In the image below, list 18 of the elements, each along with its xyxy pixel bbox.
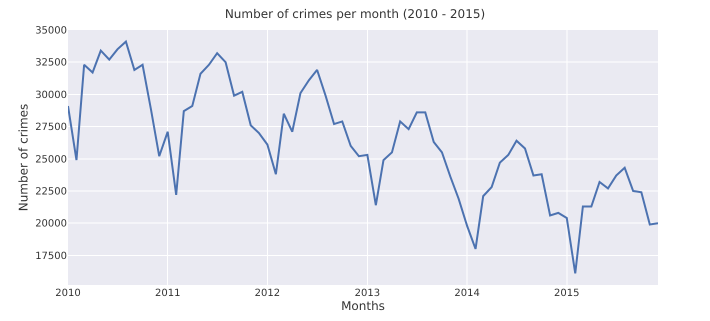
x-tick-label: 2015 bbox=[554, 288, 580, 299]
x-axis-title: Months bbox=[341, 299, 385, 313]
chart-title: Number of crimes per month (2010 - 2015) bbox=[224, 7, 486, 22]
x-tick-label: 2014 bbox=[454, 288, 480, 299]
y-tick-label: 25000 bbox=[35, 154, 67, 166]
y-tick-label: 32500 bbox=[35, 58, 67, 69]
x-tick-label: 2012 bbox=[254, 288, 280, 299]
x-tick-label: 2011 bbox=[154, 288, 180, 299]
line-series bbox=[68, 40, 658, 274]
x-tick-label: 2013 bbox=[354, 288, 380, 299]
y-tick-label: 20000 bbox=[35, 218, 67, 230]
y-tick-label: 35000 bbox=[35, 26, 67, 36]
y-tick-label: 30000 bbox=[35, 90, 67, 101]
x-tick-label: 2010 bbox=[55, 288, 81, 299]
y-tick-label: 27500 bbox=[35, 122, 67, 134]
y-tick-label: 22500 bbox=[35, 186, 67, 198]
y-axis-title: Number of crimes bbox=[16, 104, 30, 212]
y-tick-label: 17500 bbox=[35, 250, 67, 262]
